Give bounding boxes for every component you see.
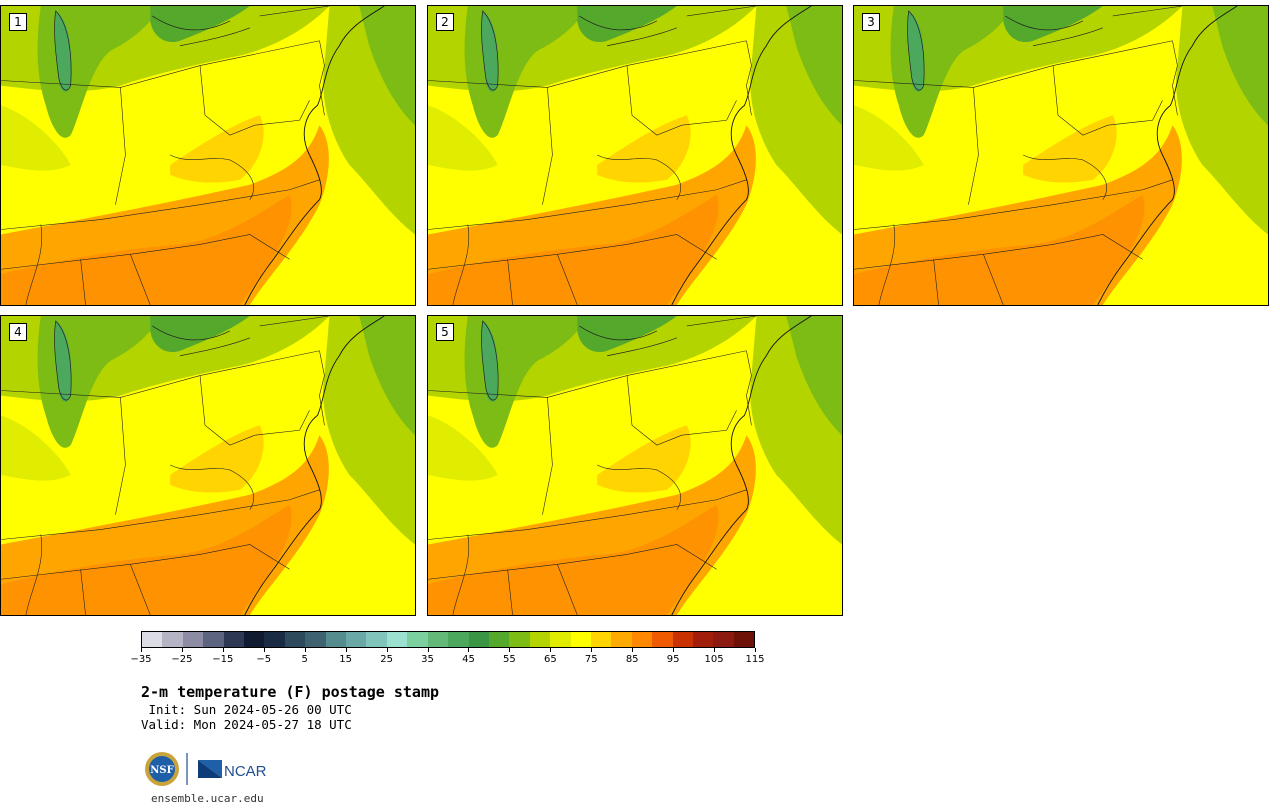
colorbar-swatch	[427, 632, 449, 647]
map-panel[interactable]: 3	[853, 5, 1269, 306]
colorbar-tick-label: 115	[745, 654, 765, 665]
colorbar-swatch	[611, 632, 632, 647]
colorbar-swatch	[672, 632, 693, 647]
colorbar-tick-label: −5	[256, 654, 272, 665]
colorbar-swatch	[529, 632, 551, 647]
colorbar-swatch	[284, 632, 306, 647]
map-panel[interactable]: 4	[0, 315, 416, 616]
colorbar-swatch	[366, 632, 387, 647]
ncar-text: NCAR	[224, 763, 267, 780]
colorbar-tick	[181, 648, 183, 652]
colorbar-tick-label: 85	[625, 654, 639, 665]
colorbar-swatch	[346, 632, 367, 647]
colorbar-tick	[468, 648, 470, 652]
colorbar-swatch	[325, 632, 347, 647]
ncar-mark-icon	[198, 760, 222, 778]
colorbar-swatch	[590, 632, 612, 647]
colorbar-swatch	[264, 632, 285, 647]
colorbar-swatch	[182, 632, 204, 647]
temperature-map	[1, 316, 415, 615]
colorbar-swatch	[631, 632, 653, 647]
colorbar-swatch	[550, 632, 571, 647]
colorbar-tick-label: 45	[462, 654, 475, 665]
colorbar-tick	[714, 648, 716, 652]
panel-label: 3	[862, 13, 880, 31]
init-time: Init: Sun 2024-05-26 00 UTC	[141, 702, 352, 717]
nsf-text: NSF	[150, 765, 173, 776]
colorbar-swatch	[223, 632, 245, 647]
colorbar-tick	[550, 648, 552, 652]
colorbar-swatch	[162, 632, 183, 647]
map-panel[interactable]: 5	[427, 315, 843, 616]
site-url: ensemble.ucar.edu	[151, 792, 264, 805]
colorbar-tick-label: 5	[301, 654, 308, 665]
colorbar-ticks: −35 −25 −15 −5 5 15 25 35 45 55 65 75 85 95 105 115	[130, 648, 765, 668]
colorbar-swatch	[488, 632, 510, 647]
colorbar-swatch	[692, 632, 714, 647]
colorbar-tick-label: 25	[380, 654, 393, 665]
temperature-map	[428, 6, 842, 305]
colorbar-tick	[345, 648, 347, 652]
panel-label: 1	[9, 13, 27, 31]
map-panel[interactable]: 1	[0, 5, 416, 306]
colorbar-swatch	[713, 632, 734, 647]
colorbar-swatch	[386, 632, 408, 647]
colorbar-swatch	[652, 632, 673, 647]
map-panel[interactable]: 2	[427, 5, 843, 306]
colorbar-tick	[222, 648, 224, 652]
colorbar-tick	[509, 648, 511, 652]
colorbar-tick-label: 75	[584, 654, 598, 665]
colorbar-swatch	[448, 632, 469, 647]
colorbar-swatch	[509, 632, 530, 647]
colorbar	[141, 631, 755, 648]
panel-label: 4	[9, 323, 27, 341]
colorbar-swatch	[203, 632, 224, 647]
colorbar-swatch	[305, 632, 326, 647]
temperature-map	[1, 6, 415, 305]
colorbar-tick	[632, 648, 634, 652]
panel-label: 5	[436, 323, 454, 341]
temperature-map	[428, 316, 842, 615]
panel-label: 2	[436, 13, 454, 31]
colorbar-swatch	[142, 632, 163, 647]
colorbar-tick-label: −25	[171, 654, 193, 665]
colorbar-tick	[304, 648, 306, 652]
colorbar-swatch	[570, 632, 591, 647]
plot-title: 2-m temperature (F) postage stamp	[141, 683, 440, 701]
colorbar-tick-label: 15	[339, 654, 353, 665]
colorbar-tick-label: 105	[704, 654, 724, 665]
colorbar-tick	[673, 648, 675, 652]
colorbar-swatch	[733, 632, 755, 647]
colorbar-tick-label: 35	[421, 654, 434, 665]
colorbar-tick-label: −15	[212, 654, 234, 665]
nsf-ncar-logo: NSF NCAR	[145, 752, 267, 786]
nsf-seal-icon: NSF	[145, 752, 179, 786]
colorbar-swatch	[244, 632, 265, 647]
colorbar-tick-label: 55	[503, 654, 516, 665]
colorbar-tick	[141, 648, 142, 652]
colorbar-tick	[755, 648, 756, 652]
temperature-map	[854, 6, 1268, 305]
valid-time: Valid: Mon 2024-05-27 18 UTC	[141, 717, 352, 732]
colorbar-tick-label: 95	[666, 654, 680, 665]
colorbar-tick	[263, 648, 265, 652]
colorbar-tick	[591, 648, 593, 652]
colorbar-tick-label: −35	[130, 654, 152, 665]
colorbar-tick	[427, 648, 429, 652]
colorbar-tick	[386, 648, 388, 652]
colorbar-tick-label: 65	[543, 654, 557, 665]
colorbar-swatch	[407, 632, 428, 647]
colorbar-swatch	[468, 632, 489, 647]
